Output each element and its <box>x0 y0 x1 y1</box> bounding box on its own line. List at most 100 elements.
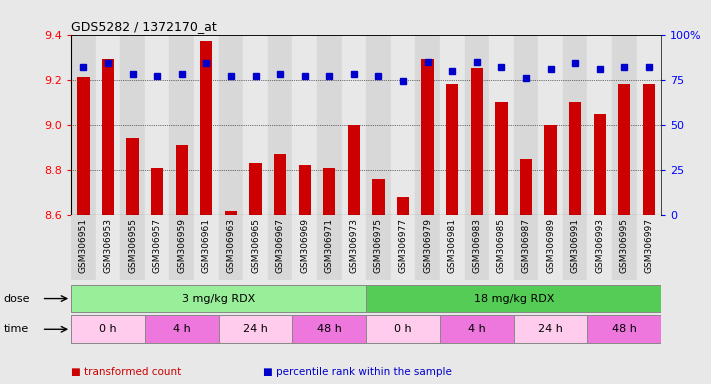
Bar <box>618 84 631 215</box>
Text: GSM306987: GSM306987 <box>521 218 530 273</box>
Text: GDS5282 / 1372170_at: GDS5282 / 1372170_at <box>71 20 217 33</box>
Text: GSM306981: GSM306981 <box>448 218 456 273</box>
Bar <box>471 68 483 215</box>
Bar <box>145 215 169 280</box>
Bar <box>587 35 612 215</box>
Text: 0 h: 0 h <box>99 324 117 334</box>
Bar <box>391 35 415 215</box>
Bar <box>96 215 120 280</box>
Bar <box>219 316 292 343</box>
Bar <box>366 316 440 343</box>
Bar <box>317 215 341 280</box>
Text: GSM306963: GSM306963 <box>226 218 235 273</box>
Bar <box>391 215 415 280</box>
Text: GSM306961: GSM306961 <box>202 218 211 273</box>
Bar <box>219 35 243 215</box>
Bar <box>77 78 90 215</box>
Bar <box>538 35 563 215</box>
Bar <box>563 215 587 280</box>
Bar <box>169 35 194 215</box>
Bar <box>636 35 661 215</box>
Bar <box>120 215 145 280</box>
Text: dose: dose <box>4 293 30 304</box>
Bar <box>366 285 661 313</box>
Text: GSM306973: GSM306973 <box>349 218 358 273</box>
Bar <box>268 215 292 280</box>
Text: GSM306967: GSM306967 <box>276 218 284 273</box>
Bar <box>636 215 661 280</box>
Bar <box>292 316 366 343</box>
Text: GSM306995: GSM306995 <box>620 218 629 273</box>
Bar <box>464 35 489 215</box>
Bar <box>563 35 587 215</box>
Bar <box>145 316 218 343</box>
Bar <box>415 35 440 215</box>
Text: 0 h: 0 h <box>394 324 412 334</box>
Bar <box>243 35 268 215</box>
Text: ■ percentile rank within the sample: ■ percentile rank within the sample <box>263 367 452 377</box>
Text: 48 h: 48 h <box>317 324 342 334</box>
Bar <box>397 197 410 215</box>
Bar <box>292 215 317 280</box>
Bar <box>464 215 489 280</box>
Text: 24 h: 24 h <box>243 324 268 334</box>
Bar <box>348 125 360 215</box>
Text: 4 h: 4 h <box>468 324 486 334</box>
Bar <box>176 145 188 215</box>
Bar <box>373 179 385 215</box>
Text: GSM306977: GSM306977 <box>399 218 407 273</box>
Bar <box>96 35 120 215</box>
Bar <box>643 84 655 215</box>
Text: GSM306991: GSM306991 <box>571 218 579 273</box>
Bar <box>201 41 213 215</box>
Bar <box>341 215 366 280</box>
Bar <box>545 125 557 215</box>
Text: GSM306985: GSM306985 <box>497 218 506 273</box>
Bar <box>440 35 464 215</box>
Bar <box>440 215 464 280</box>
Bar <box>513 35 538 215</box>
Bar <box>496 102 508 215</box>
Bar <box>268 35 292 215</box>
Text: time: time <box>4 324 29 334</box>
Bar <box>225 210 237 215</box>
Bar <box>243 215 268 280</box>
Bar <box>71 285 366 313</box>
Text: GSM306957: GSM306957 <box>153 218 161 273</box>
Bar <box>323 168 336 215</box>
Bar <box>569 102 582 215</box>
Bar <box>587 316 661 343</box>
Text: GSM306965: GSM306965 <box>251 218 260 273</box>
Bar <box>292 35 317 215</box>
Bar <box>274 154 287 215</box>
Bar <box>219 215 243 280</box>
Bar <box>151 168 164 215</box>
Text: 4 h: 4 h <box>173 324 191 334</box>
Text: GSM306993: GSM306993 <box>595 218 604 273</box>
Bar <box>538 215 563 280</box>
Bar <box>71 215 96 280</box>
Text: 3 mg/kg RDX: 3 mg/kg RDX <box>182 293 255 304</box>
Text: GSM306959: GSM306959 <box>177 218 186 273</box>
Bar <box>520 159 532 215</box>
Text: GSM306997: GSM306997 <box>644 218 653 273</box>
Bar <box>415 215 440 280</box>
Text: GSM306953: GSM306953 <box>104 218 112 273</box>
Text: 48 h: 48 h <box>612 324 637 334</box>
Bar <box>71 316 145 343</box>
Bar <box>366 35 391 215</box>
Bar <box>612 35 636 215</box>
Bar <box>513 215 538 280</box>
Bar <box>145 35 169 215</box>
Text: GSM306983: GSM306983 <box>472 218 481 273</box>
Text: GSM306975: GSM306975 <box>374 218 383 273</box>
Bar <box>440 316 513 343</box>
Text: ■ transformed count: ■ transformed count <box>71 367 181 377</box>
Bar <box>612 215 636 280</box>
Bar <box>341 35 366 215</box>
Bar <box>169 215 194 280</box>
Bar <box>120 35 145 215</box>
Text: GSM306971: GSM306971 <box>325 218 333 273</box>
Bar <box>127 138 139 215</box>
Text: GSM306969: GSM306969 <box>300 218 309 273</box>
